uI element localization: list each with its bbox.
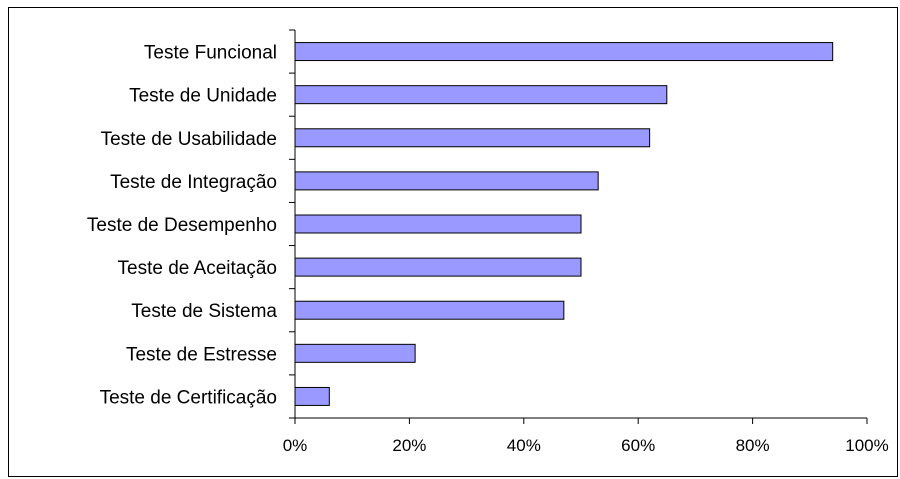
bar xyxy=(294,128,651,148)
labels-layer: Teste Funcional Teste de Unidade Teste de … xyxy=(87,43,889,455)
bar xyxy=(294,386,330,406)
category-label: Teste Funcional xyxy=(144,43,277,64)
bar xyxy=(294,257,582,277)
x-tick-label: 40% xyxy=(507,436,541,455)
category-label: Teste de Aceitação xyxy=(118,258,278,279)
category-label: Teste de Integração xyxy=(110,172,277,193)
x-tick-label: 20% xyxy=(392,436,426,455)
category-label: Teste de Estresse xyxy=(126,344,277,365)
category-label: Teste de Desempenho xyxy=(87,215,277,236)
category-label: Teste de Unidade xyxy=(129,86,277,107)
axes-layer xyxy=(289,29,868,424)
x-tick-label: 100% xyxy=(845,436,888,455)
bar xyxy=(294,42,834,62)
category-label: Teste de Certificação xyxy=(100,387,277,408)
bar xyxy=(294,343,416,363)
bars-layer xyxy=(294,42,834,406)
bar xyxy=(294,171,599,191)
bar xyxy=(294,300,565,320)
x-tick-label: 80% xyxy=(736,436,770,455)
bar xyxy=(294,85,668,105)
x-tick-label: 0% xyxy=(283,436,308,455)
category-label: Teste de Usabilidade xyxy=(101,129,277,150)
x-tick-label: 60% xyxy=(621,436,655,455)
category-label: Teste de Sistema xyxy=(131,301,277,322)
bar xyxy=(294,214,582,234)
